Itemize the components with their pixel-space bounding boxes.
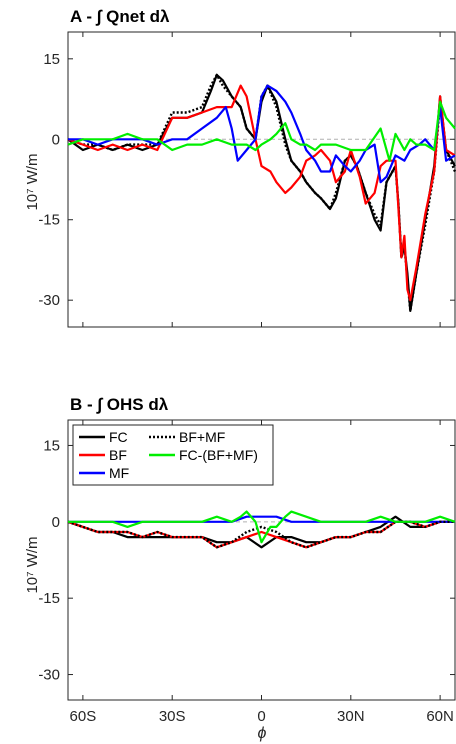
panel-a-series-mf bbox=[68, 84, 456, 184]
panel-a-ytick-label: 15 bbox=[43, 51, 60, 68]
panel-a-ylabel: 10⁷ W/m bbox=[24, 153, 41, 210]
panel-b-xtick-label: 60N bbox=[426, 708, 454, 725]
panel-b-ytick-label: 0 bbox=[52, 514, 60, 531]
panel-b-ytick-label: -30 bbox=[38, 667, 60, 684]
panel-b-xtick-label: 60S bbox=[70, 708, 97, 725]
panel-b-plot-area: 15 0 -15 -30 60S 30S 0 30N 60N FC BF+MF BF FC-(BF+MF… bbox=[38, 419, 456, 725]
panel-b-ytick-label: 15 bbox=[43, 437, 60, 454]
panel-b-legend-label-bf-mf: BF+MF bbox=[179, 429, 225, 445]
panel-b-series-mf bbox=[68, 515, 455, 523]
panel-b-title: B - ∫ OHS dλ bbox=[70, 395, 169, 414]
panel-b-legend-box bbox=[72, 424, 274, 486]
panel-b-series-bf-mf bbox=[67, 520, 455, 549]
panel-a-ytick-label: -15 bbox=[38, 212, 60, 229]
panel-a-title: A - ∫ Qnet dλ bbox=[70, 7, 170, 26]
panel-b-ytick-label: -15 bbox=[38, 590, 60, 607]
panel-a-ytick-label: -30 bbox=[38, 292, 60, 309]
panel-b-series-fc-bf-mf bbox=[68, 510, 456, 544]
panel-b-legend-label-bf: BF bbox=[109, 447, 127, 463]
panel-b: B - ∫ OHS dλ 10⁷ W/m 15 0 -15 -30 60S 30S 0 30N… bbox=[24, 395, 456, 742]
panel-a-plot-area: 15 0 -15 -30 bbox=[38, 31, 456, 328]
panel-b-xtick-label: 30N bbox=[337, 708, 365, 725]
panel-b-legend-label-mf: MF bbox=[109, 465, 129, 481]
panel-a-ytick-label: 0 bbox=[52, 131, 60, 148]
panel-b-xlabel: ϕ bbox=[258, 725, 267, 742]
panel-a-ylabel-group: 10⁷ W/m bbox=[24, 153, 41, 210]
panel-b-xtick-label: 30S bbox=[159, 708, 186, 725]
panel-b-ylabel: 10⁷ W/m bbox=[24, 536, 41, 593]
panel-b-legend-label-fc: FC bbox=[109, 429, 128, 445]
panel-a-series-fc-bf-mf bbox=[67, 100, 456, 162]
panel-b-legend-label-fc-bf-mf: FC-(BF+MF) bbox=[179, 447, 258, 463]
panel-a-series-bf bbox=[67, 84, 456, 302]
panel-b-xtick-label: 0 bbox=[257, 708, 265, 725]
panel-a: A - ∫ Qnet dλ 10⁷ W/m 15 0 -15 -30 bbox=[24, 7, 456, 328]
panel-b-ylabel-group: 10⁷ W/m bbox=[24, 536, 41, 593]
